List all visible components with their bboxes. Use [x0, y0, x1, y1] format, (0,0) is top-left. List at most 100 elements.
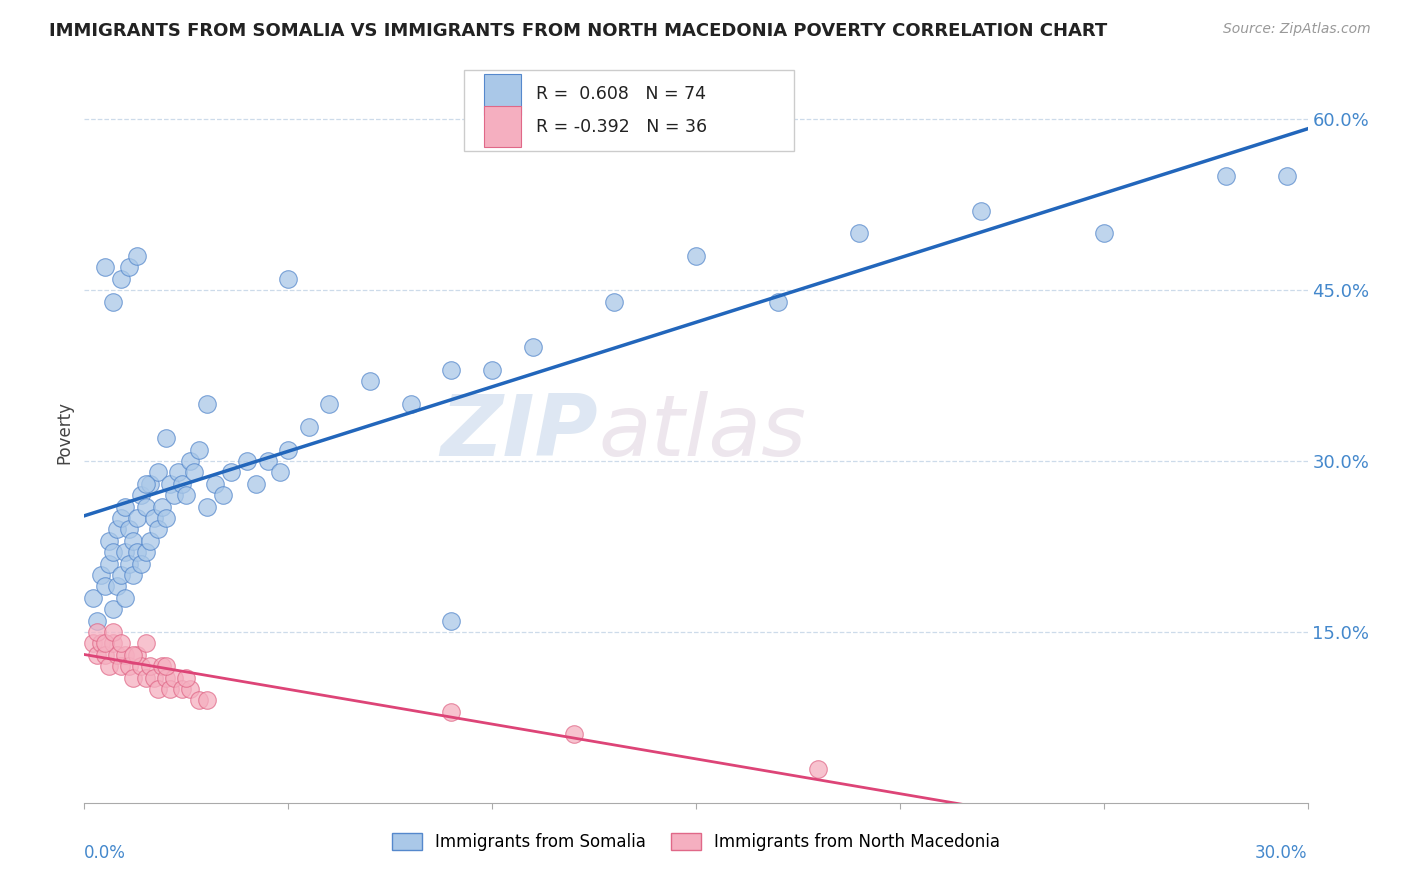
Point	[114, 591, 136, 605]
Point	[135, 545, 157, 559]
Point	[97, 533, 120, 548]
Point	[359, 375, 381, 389]
Point	[204, 476, 226, 491]
Point	[142, 671, 165, 685]
Point	[110, 568, 132, 582]
Point	[685, 249, 707, 263]
Text: Source: ZipAtlas.com: Source: ZipAtlas.com	[1223, 22, 1371, 37]
Point	[187, 693, 209, 707]
Point	[114, 500, 136, 514]
Point	[101, 624, 124, 639]
Point	[562, 727, 585, 741]
Point	[245, 476, 267, 491]
Point	[114, 545, 136, 559]
Point	[122, 533, 145, 548]
Point	[97, 659, 120, 673]
Point	[118, 523, 141, 537]
Point	[118, 659, 141, 673]
Point	[146, 466, 169, 480]
Point	[146, 523, 169, 537]
Point	[187, 442, 209, 457]
FancyBboxPatch shape	[484, 74, 522, 115]
Point	[93, 636, 115, 650]
Point	[122, 568, 145, 582]
Point	[101, 294, 124, 309]
Point	[277, 272, 299, 286]
Point	[101, 545, 124, 559]
Point	[440, 363, 463, 377]
Point	[1215, 169, 1237, 184]
Point	[82, 591, 104, 605]
Point	[172, 476, 194, 491]
Point	[970, 203, 993, 218]
Point	[155, 511, 177, 525]
Point	[101, 602, 124, 616]
Text: atlas: atlas	[598, 391, 806, 475]
Point	[1092, 227, 1115, 241]
Point	[257, 454, 280, 468]
Point	[127, 545, 149, 559]
Text: R =  0.608   N = 74: R = 0.608 N = 74	[536, 86, 706, 103]
Point	[174, 671, 197, 685]
Point	[163, 671, 186, 685]
Point	[131, 557, 153, 571]
Point	[481, 363, 503, 377]
Point	[118, 557, 141, 571]
FancyBboxPatch shape	[484, 106, 522, 147]
Point	[110, 511, 132, 525]
Point	[159, 681, 181, 696]
Point	[138, 476, 160, 491]
Point	[127, 648, 149, 662]
Point	[118, 260, 141, 275]
Point	[110, 272, 132, 286]
Point	[195, 693, 218, 707]
Point	[318, 397, 340, 411]
Point	[766, 294, 789, 309]
Point	[138, 659, 160, 673]
Point	[195, 397, 218, 411]
Point	[131, 659, 153, 673]
Text: ZIP: ZIP	[440, 391, 598, 475]
Text: 30.0%: 30.0%	[1256, 844, 1308, 862]
Text: R = -0.392   N = 36: R = -0.392 N = 36	[536, 118, 707, 136]
Point	[146, 681, 169, 696]
Point	[236, 454, 259, 468]
Point	[219, 466, 242, 480]
Point	[127, 249, 149, 263]
Point	[167, 466, 190, 480]
Point	[159, 476, 181, 491]
Point	[150, 500, 173, 514]
Point	[1277, 169, 1299, 184]
Point	[114, 648, 136, 662]
Y-axis label: Poverty: Poverty	[55, 401, 73, 464]
Text: 0.0%: 0.0%	[84, 844, 127, 862]
Point	[105, 523, 128, 537]
Legend: Immigrants from Somalia, Immigrants from North Macedonia: Immigrants from Somalia, Immigrants from…	[385, 826, 1007, 857]
Point	[179, 454, 201, 468]
Point	[163, 488, 186, 502]
Point	[195, 500, 218, 514]
Point	[522, 340, 544, 354]
Point	[122, 671, 145, 685]
Point	[399, 397, 422, 411]
Point	[86, 624, 108, 639]
Text: IMMIGRANTS FROM SOMALIA VS IMMIGRANTS FROM NORTH MACEDONIA POVERTY CORRELATION C: IMMIGRANTS FROM SOMALIA VS IMMIGRANTS FR…	[49, 22, 1108, 40]
Point	[155, 671, 177, 685]
Point	[183, 466, 205, 480]
Point	[97, 557, 120, 571]
Point	[93, 648, 115, 662]
Point	[93, 579, 115, 593]
Point	[86, 648, 108, 662]
Point	[105, 579, 128, 593]
Point	[86, 614, 108, 628]
Point	[172, 681, 194, 696]
Point	[155, 431, 177, 445]
Point	[135, 500, 157, 514]
Point	[90, 636, 112, 650]
Point	[138, 533, 160, 548]
Point	[90, 568, 112, 582]
Point	[848, 227, 870, 241]
Point	[269, 466, 291, 480]
Point	[142, 511, 165, 525]
Point	[603, 294, 626, 309]
